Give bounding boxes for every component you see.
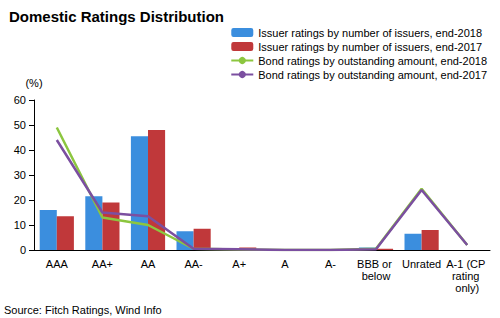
svg-text:Unrated: Unrated (402, 258, 441, 270)
svg-text:Bond ratings by outstanding am: Bond ratings by outstanding amount, end-… (258, 55, 487, 67)
svg-text:AA+: AA+ (92, 258, 113, 270)
svg-text:AA: AA (141, 258, 156, 270)
svg-text:rating: rating (452, 270, 483, 282)
svg-text:A-1 (CP: A-1 (CP (446, 258, 488, 270)
svg-text:AAA: AAA (46, 258, 69, 270)
svg-text:(%): (%) (25, 77, 42, 89)
svg-text:A: A (281, 258, 289, 270)
svg-text:A-: A- (325, 258, 336, 270)
svg-text:40: 40 (14, 144, 26, 156)
svg-text:Domestic Ratings Distribution: Domestic Ratings Distribution (9, 8, 224, 25)
svg-text:A+: A+ (232, 258, 246, 270)
svg-text:Issuer ratings by number of is: Issuer ratings by number of issuers, end… (258, 27, 482, 39)
svg-text:20: 20 (14, 194, 26, 206)
svg-text:only): only) (455, 282, 479, 294)
svg-text:below: below (362, 270, 391, 282)
svg-text:0: 0 (20, 244, 26, 256)
svg-text:60: 60 (14, 94, 26, 106)
svg-text:30: 30 (14, 169, 26, 181)
svg-text:Source: Fitch Ratings, Wind In: Source: Fitch Ratings, Wind Info (4, 304, 162, 316)
svg-text:Issuer ratings by number of is: Issuer ratings by number of issuers, end… (258, 41, 482, 53)
svg-text:Bond ratings by outstanding am: Bond ratings by outstanding amount, end-… (258, 69, 487, 81)
svg-text:50: 50 (14, 119, 26, 131)
svg-text:AA-: AA- (184, 258, 203, 270)
svg-text:10: 10 (14, 219, 26, 231)
svg-text:BBB or: BBB or (357, 258, 395, 270)
